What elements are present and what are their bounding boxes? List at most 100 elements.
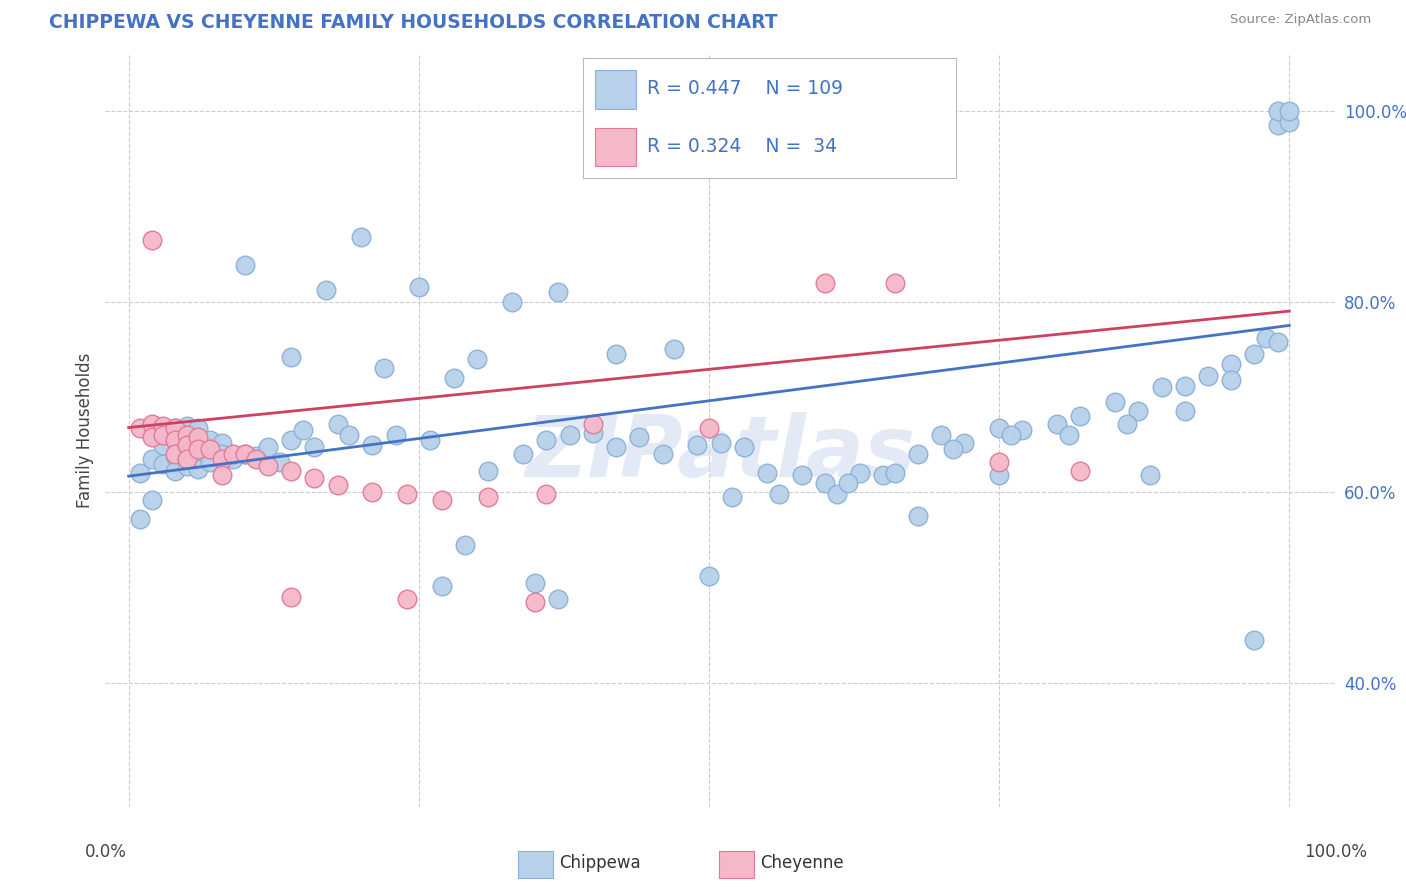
- Point: [187, 442, 209, 457]
- Point: [697, 420, 720, 434]
- Point: [245, 449, 267, 463]
- Y-axis label: Family Households: Family Households: [76, 352, 94, 508]
- Point: [790, 468, 813, 483]
- Point: [396, 487, 419, 501]
- Point: [547, 592, 569, 607]
- Text: Chippewa: Chippewa: [560, 855, 641, 872]
- Point: [187, 445, 209, 459]
- Point: [1139, 468, 1161, 483]
- Point: [1267, 103, 1289, 118]
- Point: [257, 440, 280, 454]
- Point: [1057, 428, 1080, 442]
- Point: [129, 467, 152, 481]
- Point: [1243, 633, 1265, 648]
- Point: [280, 350, 302, 364]
- Point: [396, 592, 419, 607]
- Point: [1000, 428, 1022, 442]
- Point: [1046, 417, 1069, 431]
- Text: ZIPatlas: ZIPatlas: [526, 411, 915, 494]
- Point: [408, 280, 430, 294]
- Point: [477, 464, 499, 478]
- Point: [198, 455, 221, 469]
- Point: [953, 435, 976, 450]
- Point: [814, 475, 837, 490]
- Point: [152, 418, 174, 433]
- Point: [988, 468, 1011, 483]
- Text: 0.0%: 0.0%: [84, 843, 127, 861]
- Point: [1174, 378, 1197, 392]
- Point: [1220, 357, 1243, 371]
- Bar: [595, 128, 636, 166]
- Point: [523, 576, 546, 591]
- Point: [1267, 118, 1289, 132]
- Point: [198, 433, 221, 447]
- Point: [443, 371, 465, 385]
- Point: [187, 461, 209, 475]
- Point: [721, 490, 744, 504]
- Point: [176, 452, 198, 467]
- Point: [1254, 331, 1277, 345]
- Point: [176, 447, 198, 461]
- Point: [1278, 115, 1301, 129]
- Point: [233, 258, 256, 272]
- Point: [768, 487, 790, 501]
- Point: [165, 449, 187, 463]
- Point: [176, 428, 198, 442]
- Point: [1267, 334, 1289, 349]
- Point: [651, 447, 673, 461]
- Point: [536, 487, 558, 501]
- Point: [582, 426, 605, 441]
- Point: [536, 433, 558, 447]
- Point: [211, 447, 233, 461]
- Point: [129, 420, 152, 434]
- Point: [465, 351, 488, 366]
- Point: [233, 447, 256, 461]
- Point: [1115, 417, 1137, 431]
- Point: [1278, 103, 1301, 118]
- Point: [326, 477, 349, 491]
- Text: Source: ZipAtlas.com: Source: ZipAtlas.com: [1230, 13, 1371, 27]
- Point: [165, 464, 187, 478]
- Point: [1197, 369, 1219, 384]
- Point: [165, 447, 187, 461]
- Point: [988, 455, 1011, 469]
- Point: [628, 430, 651, 444]
- Point: [454, 538, 477, 552]
- Point: [547, 285, 569, 299]
- Point: [361, 438, 384, 452]
- Point: [558, 428, 581, 442]
- Point: [582, 417, 605, 431]
- Point: [141, 417, 163, 431]
- Text: R = 0.447    N = 109: R = 0.447 N = 109: [647, 79, 842, 98]
- Point: [280, 433, 302, 447]
- Point: [187, 430, 209, 444]
- Point: [222, 447, 245, 461]
- Point: [988, 420, 1011, 434]
- Point: [709, 435, 731, 450]
- Point: [1174, 404, 1197, 418]
- Point: [198, 442, 221, 457]
- Point: [152, 457, 174, 471]
- Point: [326, 417, 349, 431]
- Point: [152, 438, 174, 452]
- Point: [176, 458, 198, 473]
- Point: [141, 428, 163, 442]
- Point: [605, 440, 627, 454]
- Point: [176, 438, 198, 452]
- Point: [686, 438, 709, 452]
- Point: [165, 433, 187, 447]
- Point: [291, 424, 314, 438]
- Point: [1243, 347, 1265, 361]
- Point: [187, 433, 209, 447]
- Point: [315, 283, 337, 297]
- Point: [814, 276, 837, 290]
- Point: [756, 467, 779, 481]
- Point: [257, 458, 280, 473]
- Point: [129, 512, 152, 526]
- Point: [872, 468, 894, 483]
- Point: [373, 361, 395, 376]
- Point: [187, 420, 209, 434]
- Text: R = 0.324    N =  34: R = 0.324 N = 34: [647, 137, 837, 156]
- Point: [430, 579, 453, 593]
- Point: [165, 433, 187, 447]
